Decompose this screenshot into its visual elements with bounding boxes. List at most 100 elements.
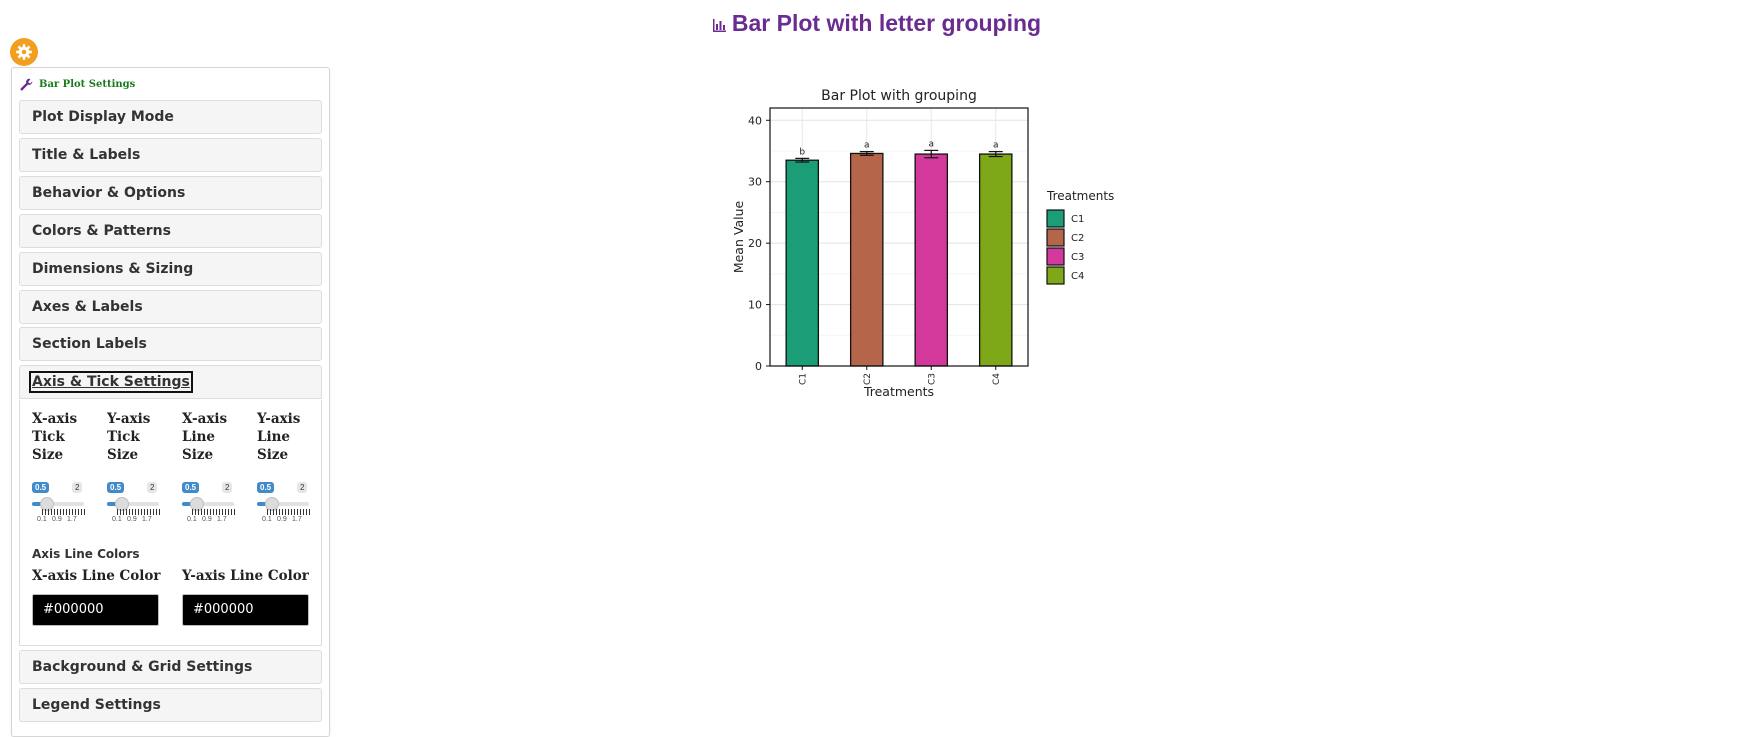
section-label: Behavior & Options (32, 185, 186, 201)
section-dimensions-sizing[interactable]: Dimensions & Sizing (19, 252, 322, 286)
bar (785, 159, 820, 367)
legend-swatch (1046, 228, 1065, 247)
bar-chart: Bar Plot with grouping b a a a 0 10 20 30 40 C1 C2 C… (731, 88, 1114, 399)
legend-swatch (1046, 266, 1065, 285)
bar (849, 152, 884, 367)
section-background-grid-settings[interactable]: Background & Grid Settings (19, 650, 322, 684)
slider-track[interactable] (182, 502, 234, 506)
settings-panel: Bar Plot Settings Plot Display Mode Titl… (11, 67, 330, 737)
slider-label: Y-axis Line Size (257, 411, 301, 463)
chart-title: Bar Plot with grouping (821, 88, 977, 104)
slider-tick-label: 1.7 (67, 516, 77, 523)
y-axis-tick-size-control: Y-axis Tick Size 0.5 2 0.1 0.9 1.7 (107, 410, 167, 523)
slider-tick-label: 0.1 (262, 516, 272, 523)
bar (914, 153, 949, 367)
section-label: Section Labels (32, 336, 147, 352)
legend-label: C4 (1071, 271, 1084, 282)
y-tick-label: 30 (748, 176, 762, 189)
x-tick-label: C2 (863, 373, 873, 385)
y-axis-tick-size-slider[interactable]: 0.5 2 0.1 0.9 1.7 (107, 482, 161, 524)
section-axes-labels[interactable]: Axes & Labels (19, 290, 322, 324)
slider-value: 0.5 (32, 482, 50, 493)
section-label: Colors & Patterns (32, 223, 171, 239)
wrench-icon (20, 78, 33, 91)
section-legend-settings[interactable]: Legend Settings (19, 688, 322, 722)
slider-max: 2 (222, 482, 233, 493)
y-axis-line-size-slider[interactable]: 0.5 2 0.1 0.9 1.7 (257, 482, 311, 524)
slider-value: 0.5 (257, 482, 275, 493)
legend-label: C1 (1071, 214, 1084, 225)
slider-track[interactable] (257, 502, 309, 506)
section-behavior-options[interactable]: Behavior & Options (19, 176, 322, 210)
y-axis-line-color-label: Y-axis Line Color (182, 568, 309, 584)
panel-header: Bar Plot Settings (20, 78, 135, 91)
slider-tick-label: 0.9 (52, 516, 62, 523)
slider-max: 2 (297, 482, 308, 493)
section-title-labels[interactable]: Title & Labels (19, 138, 322, 172)
x-axis-line-color-input[interactable]: #000000 (32, 594, 159, 626)
axis-tick-settings-body: X-axis Tick Size 0.5 2 0.1 0.9 1.7 Y-axi… (19, 400, 322, 646)
section-colors-patterns[interactable]: Colors & Patterns (19, 214, 322, 248)
slider-label: Y-axis Tick Size (107, 411, 151, 463)
slider-tick-label: 0.9 (127, 516, 137, 523)
y-tick-label: 40 (748, 114, 762, 127)
slider-tick-label: 0.1 (187, 516, 197, 523)
slider-value: 0.5 (182, 482, 200, 493)
legend-swatch (1046, 247, 1065, 266)
x-axis-line-size-control: X-axis Line Size 0.5 2 0.1 0.9 1.7 (182, 410, 242, 523)
section-plot-display-mode[interactable]: Plot Display Mode (19, 100, 322, 134)
x-axis-line-color-label: X-axis Line Color (32, 568, 161, 584)
gear-icon[interactable] (10, 38, 38, 66)
group-letter: a (864, 141, 870, 151)
slider-max: 2 (72, 482, 83, 493)
slider-tick-label: 1.7 (142, 516, 152, 523)
slider-ticks (117, 509, 161, 515)
slider-label: X-axis Line Size (182, 411, 228, 463)
x-axis-label: Treatments (863, 384, 934, 399)
section-section-labels[interactable]: Section Labels (19, 327, 322, 361)
section-label: Dimensions & Sizing (32, 261, 194, 277)
plot-border (769, 107, 1029, 367)
slider-tick-label: 0.9 (202, 516, 212, 523)
group-letter: a (993, 141, 999, 151)
bar-chart-icon (712, 11, 726, 38)
x-tick-label: C3 (927, 373, 937, 385)
y-tick-label: 20 (748, 237, 762, 250)
slider-tick-label: 0.1 (112, 516, 122, 523)
slider-value: 0.5 (107, 482, 125, 493)
y-tick-label: 0 (755, 360, 762, 373)
section-label: Background & Grid Settings (32, 659, 253, 675)
slider-track[interactable] (32, 502, 84, 506)
page-title-text: Bar Plot with letter grouping (731, 10, 1042, 36)
legend-title: Treatments (1046, 189, 1114, 203)
section-label: Plot Display Mode (32, 109, 174, 125)
section-axis-tick-settings[interactable]: Axis & Tick Settings (19, 365, 322, 399)
x-axis-tick-size-slider[interactable]: 0.5 2 0.1 0.9 1.7 (32, 482, 86, 524)
y-axis-line-color-input[interactable]: #000000 (182, 594, 309, 626)
x-axis-tick-size-control: X-axis Tick Size 0.5 2 0.1 0.9 1.7 (32, 410, 92, 523)
slider-max: 2 (147, 482, 158, 493)
bar (978, 153, 1013, 367)
section-label: Title & Labels (32, 147, 141, 163)
panel-header-label: Bar Plot Settings (39, 79, 136, 90)
x-tick-label: C1 (798, 373, 808, 385)
section-label: Axes & Labels (32, 299, 143, 315)
y-axis-label: Mean Value (731, 201, 746, 274)
legend-label: C3 (1071, 252, 1084, 263)
axis-line-colors-title: Axis Line Colors (32, 547, 140, 561)
group-letter: b (799, 147, 805, 157)
slider-label: X-axis Tick Size (32, 411, 78, 463)
slider-ticks (192, 509, 236, 515)
section-label: Axis & Tick Settings (29, 371, 193, 393)
legend-label: C2 (1071, 233, 1084, 244)
slider-tick-label: 1.7 (217, 516, 227, 523)
slider-tick-label: 0.1 (37, 516, 47, 523)
slider-tick-label: 0.9 (277, 516, 287, 523)
legend-swatch (1046, 209, 1065, 228)
y-tick-label: 10 (748, 299, 762, 312)
x-axis-line-size-slider[interactable]: 0.5 2 0.1 0.9 1.7 (182, 482, 236, 524)
y-axis-line-size-control: Y-axis Line Size 0.5 2 0.1 0.9 1.7 (257, 410, 317, 523)
slider-ticks (42, 509, 86, 515)
slider-track[interactable] (107, 502, 159, 506)
slider-ticks (267, 509, 311, 515)
